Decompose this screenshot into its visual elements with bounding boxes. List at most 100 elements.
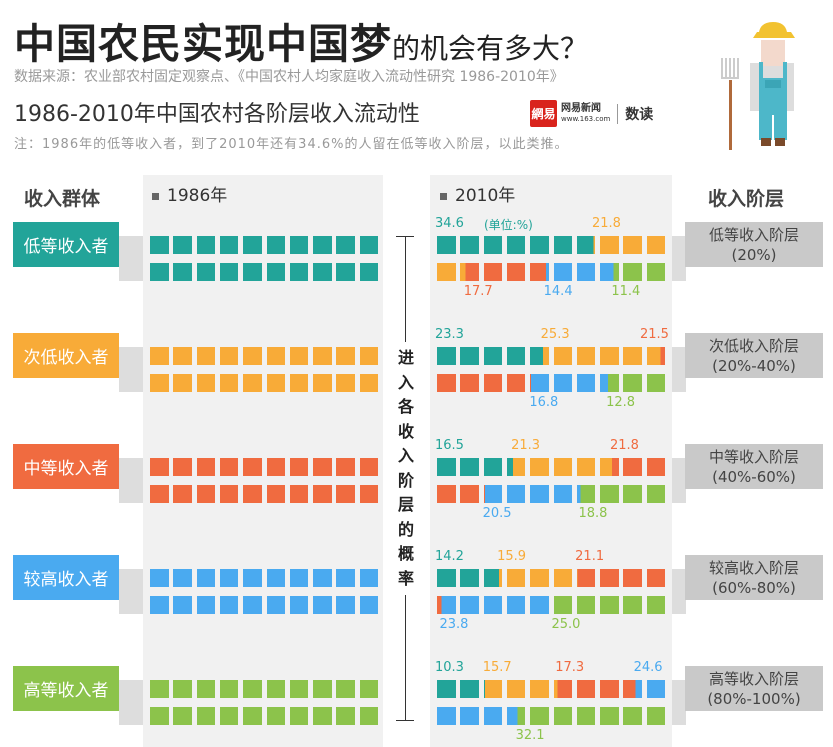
- square-1986: [289, 680, 309, 698]
- square-bullet-icon: [152, 192, 159, 200]
- label-connector: [119, 236, 143, 281]
- percentage-label: 17.7: [463, 284, 493, 299]
- square-2010: [646, 263, 666, 281]
- income-stratum-label: 中等收入阶层 (40%-60%): [685, 444, 823, 489]
- square-2010: [576, 680, 596, 698]
- square-2010: [530, 680, 549, 698]
- square-2010: [506, 236, 526, 254]
- income-group-label: 低等收入者: [13, 222, 119, 267]
- square-1986: [336, 707, 355, 725]
- square-2010: [576, 569, 596, 587]
- square-1986: [313, 596, 332, 614]
- square-1986: [150, 569, 169, 587]
- square-1986: [266, 236, 285, 254]
- middle-label: 进入各收入阶层的概率: [396, 342, 416, 595]
- square-2010: [483, 596, 503, 614]
- square-2010: [530, 263, 549, 281]
- square-1986: [150, 680, 169, 698]
- square-2010: [576, 236, 596, 254]
- percentage-label: 16.5: [435, 438, 464, 453]
- square-2010: [623, 569, 642, 587]
- square-2010: [646, 707, 666, 725]
- income-stratum-label: 低等收入阶层 (20%): [685, 222, 823, 267]
- square-1986: [173, 707, 192, 725]
- square-1986: [173, 236, 192, 254]
- square-1986: [336, 569, 355, 587]
- square-2010: [506, 707, 526, 725]
- label-connector: [672, 236, 686, 281]
- square-1986: [243, 707, 262, 725]
- logo-name: 网易新闻 www.163.com: [561, 103, 610, 125]
- square-1986: [313, 236, 332, 254]
- square-2010: [530, 458, 549, 476]
- square-2010: [506, 485, 526, 503]
- square-1986: [359, 680, 379, 698]
- income-group-label: 次低收入者: [13, 333, 119, 378]
- subtitle: 1986-2010年中国农村各阶层收入流动性: [14, 102, 420, 127]
- square-2010: [576, 374, 596, 392]
- square-1986: [243, 374, 262, 392]
- year-1986-label: 1986年: [152, 181, 227, 206]
- square-1986: [336, 236, 355, 254]
- percentage-label: 18.8: [578, 506, 608, 521]
- square-2010: [437, 707, 456, 725]
- square-1986: [219, 680, 239, 698]
- square-2010: [646, 485, 666, 503]
- square-2010: [460, 680, 479, 698]
- square-2010: [553, 569, 572, 587]
- square-2010: [506, 374, 526, 392]
- percentage-label: 23.3: [435, 327, 464, 342]
- publisher-logo: 網易 网易新闻 www.163.com 数读: [530, 100, 653, 127]
- bracket-top: [396, 236, 414, 237]
- square-1986: [359, 458, 379, 476]
- square-1986: [150, 347, 169, 365]
- square-1986: [243, 263, 262, 281]
- square-1986: [313, 707, 332, 725]
- square-2010: [646, 680, 666, 698]
- title-tail: 的机会有多大？: [392, 32, 589, 65]
- square-2010: [576, 458, 596, 476]
- income-stratum-label: 次低收入阶层 (20%-40%): [685, 333, 823, 378]
- square-2010: [460, 458, 479, 476]
- square-2010: [483, 707, 503, 725]
- percentage-label: 21.8: [591, 216, 621, 231]
- percentage-label: 12.8: [606, 395, 636, 410]
- square-1986: [289, 569, 309, 587]
- square-1986: [336, 485, 355, 503]
- square-2010: [437, 263, 456, 281]
- square-2010: [460, 707, 479, 725]
- square-1986: [196, 569, 216, 587]
- year-2010-label: 2010年: [440, 181, 515, 206]
- pitchfork-icon: [721, 58, 739, 150]
- square-1986: [219, 236, 239, 254]
- square-1986: [266, 707, 285, 725]
- square-1986: [359, 707, 379, 725]
- square-1986: [359, 596, 379, 614]
- square-1986: [266, 458, 285, 476]
- square-1986: [336, 347, 355, 365]
- percentage-label: 34.6: [435, 216, 464, 231]
- square-1986: [173, 596, 192, 614]
- square-1986: [219, 347, 239, 365]
- square-2010: [483, 236, 503, 254]
- income-stratum-label: 高等收入阶层 (80%-100%): [685, 666, 823, 711]
- stratum-name: 低等收入阶层: [708, 225, 799, 244]
- square-1986: [243, 485, 262, 503]
- percentage-label: 21.8: [610, 438, 639, 453]
- square-1986: [289, 596, 309, 614]
- square-2010: [437, 236, 456, 254]
- square-2010: [623, 485, 642, 503]
- square-1986: [243, 458, 262, 476]
- square-2010: [437, 485, 456, 503]
- square-1986: [173, 680, 192, 698]
- square-1986: [243, 236, 262, 254]
- square-1986: [313, 374, 332, 392]
- percentage-label: 23.8: [439, 617, 469, 632]
- square-2010: [460, 596, 479, 614]
- square-2010: [623, 707, 642, 725]
- square-2010: [553, 263, 572, 281]
- square-2010: [437, 458, 456, 476]
- square-2010: [623, 680, 642, 698]
- percentage-label: 21.5: [640, 327, 669, 342]
- income-group-label: 中等收入者: [13, 444, 119, 489]
